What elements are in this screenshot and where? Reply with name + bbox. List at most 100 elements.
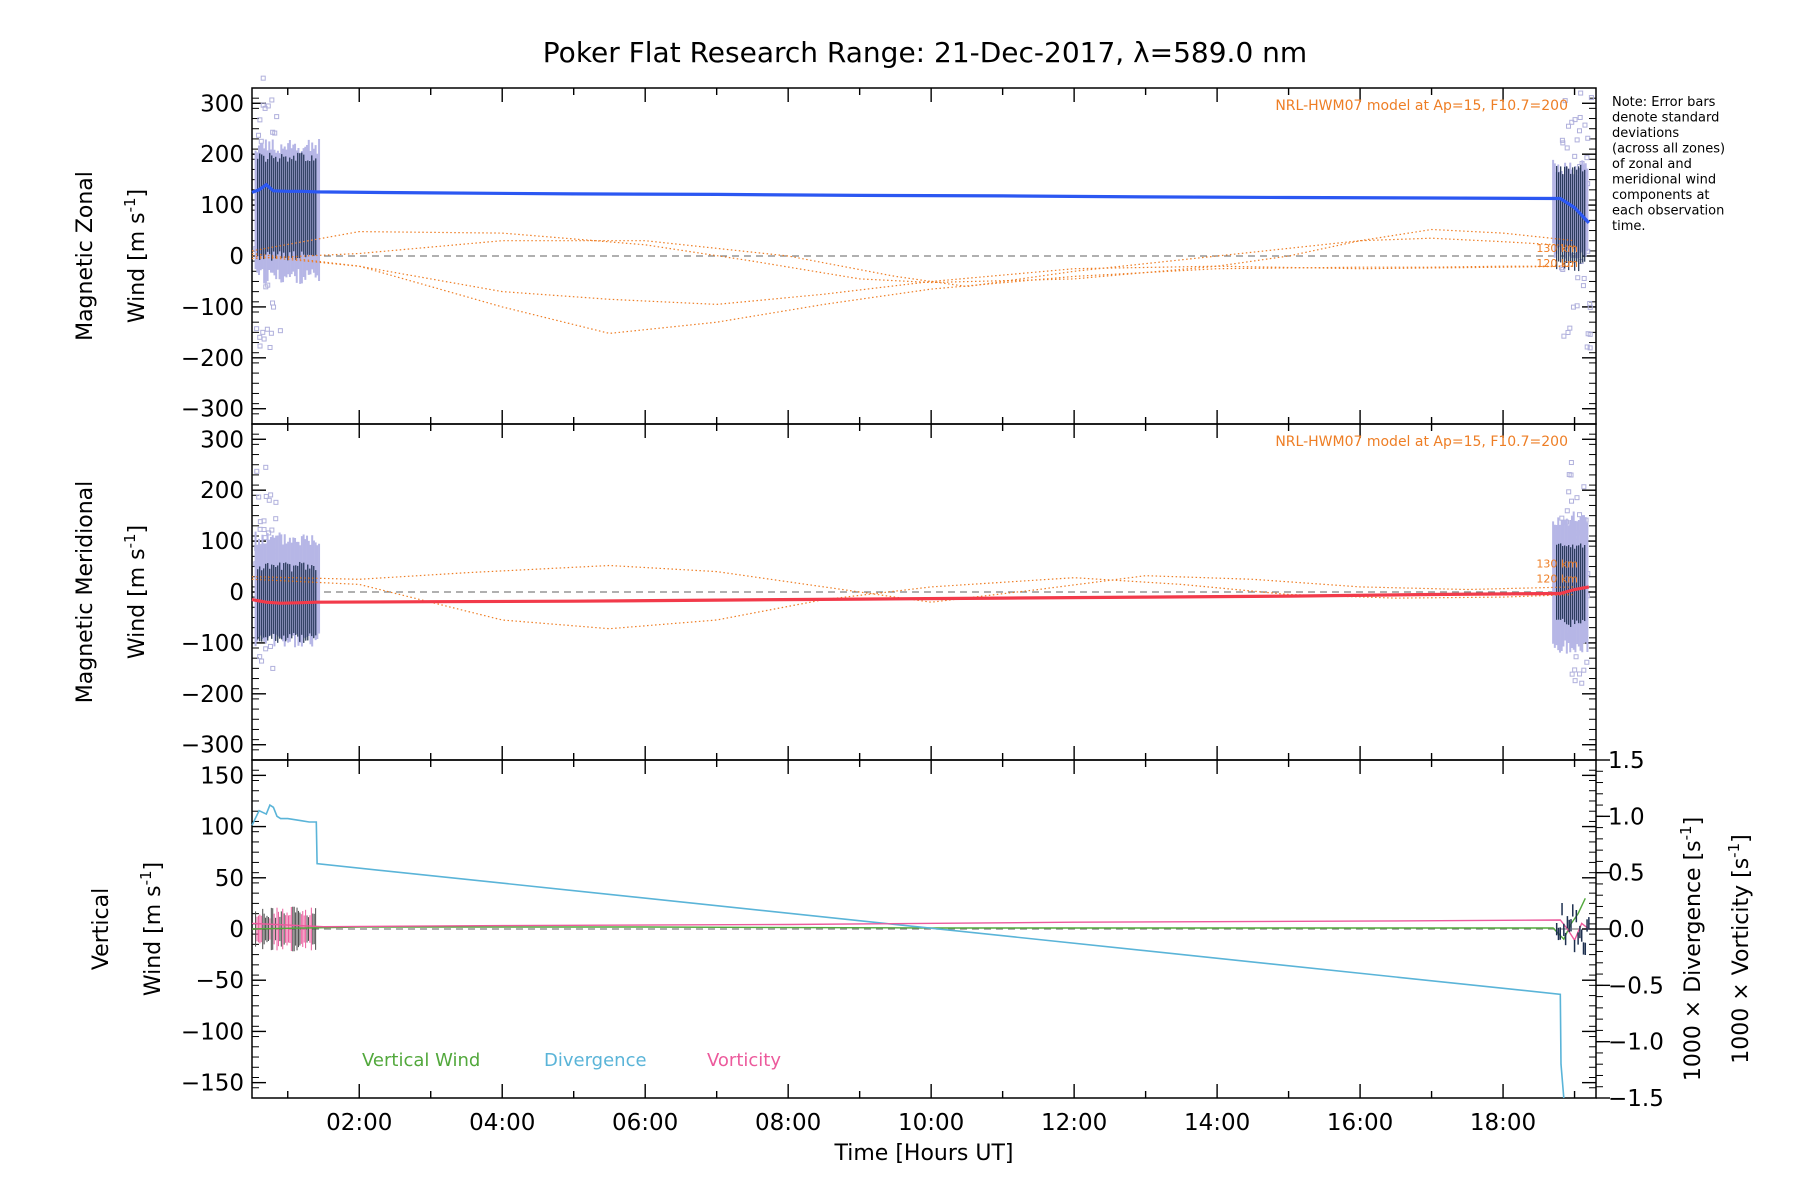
y2-tick-label: 1.0 bbox=[1608, 804, 1645, 830]
model-curves bbox=[251, 228, 1575, 335]
scatter-point bbox=[1564, 508, 1570, 514]
scatter-point bbox=[263, 493, 269, 499]
x-tick-label: 16:00 bbox=[1327, 1110, 1393, 1136]
scatter-point bbox=[269, 527, 275, 533]
x-axis-label: Time [Hours UT] bbox=[834, 1141, 1014, 1166]
scatter-point bbox=[1560, 266, 1566, 272]
scatter-point bbox=[273, 499, 279, 505]
note-line: Note: Error bars bbox=[1612, 95, 1716, 110]
model-curves bbox=[251, 564, 1575, 630]
note-line: meridional wind bbox=[1612, 173, 1716, 188]
y-tick-label: −50 bbox=[195, 968, 244, 994]
note-line: time. bbox=[1612, 219, 1646, 234]
scatter-point bbox=[1579, 680, 1585, 686]
y-tick-label: 50 bbox=[215, 866, 244, 892]
divergence-axis-label: 1000 × Divergence [s-1] bbox=[1677, 817, 1706, 1081]
y-tick-label: −100 bbox=[181, 631, 244, 657]
y-axis-label-line2: Wind [m s-1] bbox=[121, 189, 150, 323]
scatter-point bbox=[1567, 325, 1573, 331]
y-axis-label-line2: Wind [m s-1] bbox=[137, 862, 166, 996]
scatter-point bbox=[1588, 95, 1594, 101]
scatter-point bbox=[263, 284, 269, 290]
scatter-point bbox=[257, 343, 263, 349]
scatter-point bbox=[273, 516, 279, 522]
y-axis-label: Magnetic Meridional Wind [m s-1] bbox=[73, 481, 150, 703]
error-bars bbox=[254, 511, 1589, 654]
scatter-point bbox=[261, 518, 267, 524]
scatter-point bbox=[271, 304, 277, 310]
zone-lines bbox=[257, 543, 1586, 643]
scatter-point bbox=[1564, 145, 1570, 151]
scatter-point bbox=[268, 330, 274, 336]
y2-tick-label: −1.5 bbox=[1608, 1086, 1664, 1112]
x-tick-label: 14:00 bbox=[1184, 1110, 1250, 1136]
x-tick-label: 04:00 bbox=[469, 1110, 535, 1136]
y-tick-label: 300 bbox=[200, 91, 244, 117]
model-curve bbox=[251, 577, 1575, 630]
scatter-point bbox=[257, 654, 263, 660]
scatter-point bbox=[1584, 659, 1590, 665]
vorticity-axis-label-text: 1000 × Vorticity [s-1] bbox=[1725, 834, 1754, 1063]
scatter-point bbox=[1577, 512, 1583, 518]
scatter-point bbox=[1576, 128, 1582, 134]
scatter-point bbox=[1584, 155, 1590, 161]
y-tick-label: −150 bbox=[181, 1071, 244, 1097]
scatter-point bbox=[1581, 484, 1587, 490]
scatter-points bbox=[253, 460, 1591, 686]
note-line: each observation bbox=[1612, 204, 1724, 219]
scatter-point bbox=[264, 326, 270, 332]
y2-tick-label: −0.5 bbox=[1608, 973, 1664, 999]
scatter-point bbox=[260, 329, 266, 335]
x-tick-label: 02:00 bbox=[326, 1110, 392, 1136]
meridional-wind-panel: 300 200 100 0 −100 −200 −300 Magnetic Meridiona… bbox=[73, 423, 1597, 761]
y-axis-label-line1: Magnetic Zonal bbox=[73, 171, 98, 341]
model-label: NRL-HWM07 model at Ap=15, F10.7=200 bbox=[1275, 434, 1568, 450]
y-tick-label: 100 bbox=[200, 529, 244, 555]
scatter-point bbox=[1587, 345, 1593, 351]
scatter-point bbox=[266, 530, 272, 536]
x-tick-label: 18:00 bbox=[1470, 1110, 1536, 1136]
altitude-label-130: 130 km bbox=[1536, 558, 1578, 571]
vertical-wind-panel: 150 100 50 0 −50 −100 −150 Vertical Wind [m s-1]… bbox=[89, 748, 1754, 1166]
scatter-point bbox=[254, 326, 260, 332]
y-tick-label: 100 bbox=[200, 815, 244, 841]
scatter-point bbox=[261, 336, 267, 342]
y-tick-label: 0 bbox=[229, 917, 244, 943]
scatter-point bbox=[277, 328, 283, 334]
y-tick-label: 150 bbox=[200, 763, 244, 789]
scatter-point bbox=[257, 526, 263, 532]
model-curve bbox=[251, 252, 1575, 306]
scatter-point bbox=[269, 97, 275, 103]
note-line: denote standard bbox=[1612, 111, 1719, 126]
scatter-point bbox=[258, 138, 264, 144]
scatter-point bbox=[263, 646, 269, 652]
scatter-point bbox=[1577, 671, 1583, 677]
note-line: of zonal and bbox=[1612, 157, 1692, 172]
scatter-point bbox=[1574, 137, 1580, 143]
y-axis-label: Magnetic Zonal Wind [m s-1] bbox=[73, 171, 150, 341]
scatter-point bbox=[274, 114, 280, 120]
vorticity-axis-label: 1000 × Vorticity [s-1] bbox=[1725, 834, 1754, 1063]
scatter-point bbox=[1569, 119, 1575, 125]
scatter-point bbox=[1574, 303, 1580, 309]
legend-entry: Vertical Wind bbox=[362, 1050, 480, 1071]
note-line: components at bbox=[1612, 188, 1710, 203]
zonal-wind-line bbox=[251, 182, 1591, 224]
y-tick-label: 100 bbox=[200, 193, 244, 219]
y-tick-label: 200 bbox=[200, 142, 244, 168]
series-vertical-wind bbox=[251, 898, 1586, 941]
x-tick-label: 10:00 bbox=[898, 1110, 964, 1136]
x-tick-label: 06:00 bbox=[612, 1110, 678, 1136]
model-curve bbox=[251, 255, 1575, 335]
error-bars bbox=[254, 139, 1589, 284]
scatter-point bbox=[1572, 153, 1578, 159]
scatter-point bbox=[261, 527, 267, 533]
scatter-point bbox=[1581, 275, 1587, 281]
divergence-axis-label-text: 1000 × Divergence [s-1] bbox=[1677, 817, 1706, 1081]
scatter-point bbox=[1578, 90, 1584, 96]
scatter-point bbox=[262, 105, 268, 111]
y-tick-label: −200 bbox=[181, 682, 244, 708]
legend-entry: Divergence bbox=[544, 1050, 647, 1071]
y-tick-label: −100 bbox=[181, 295, 244, 321]
